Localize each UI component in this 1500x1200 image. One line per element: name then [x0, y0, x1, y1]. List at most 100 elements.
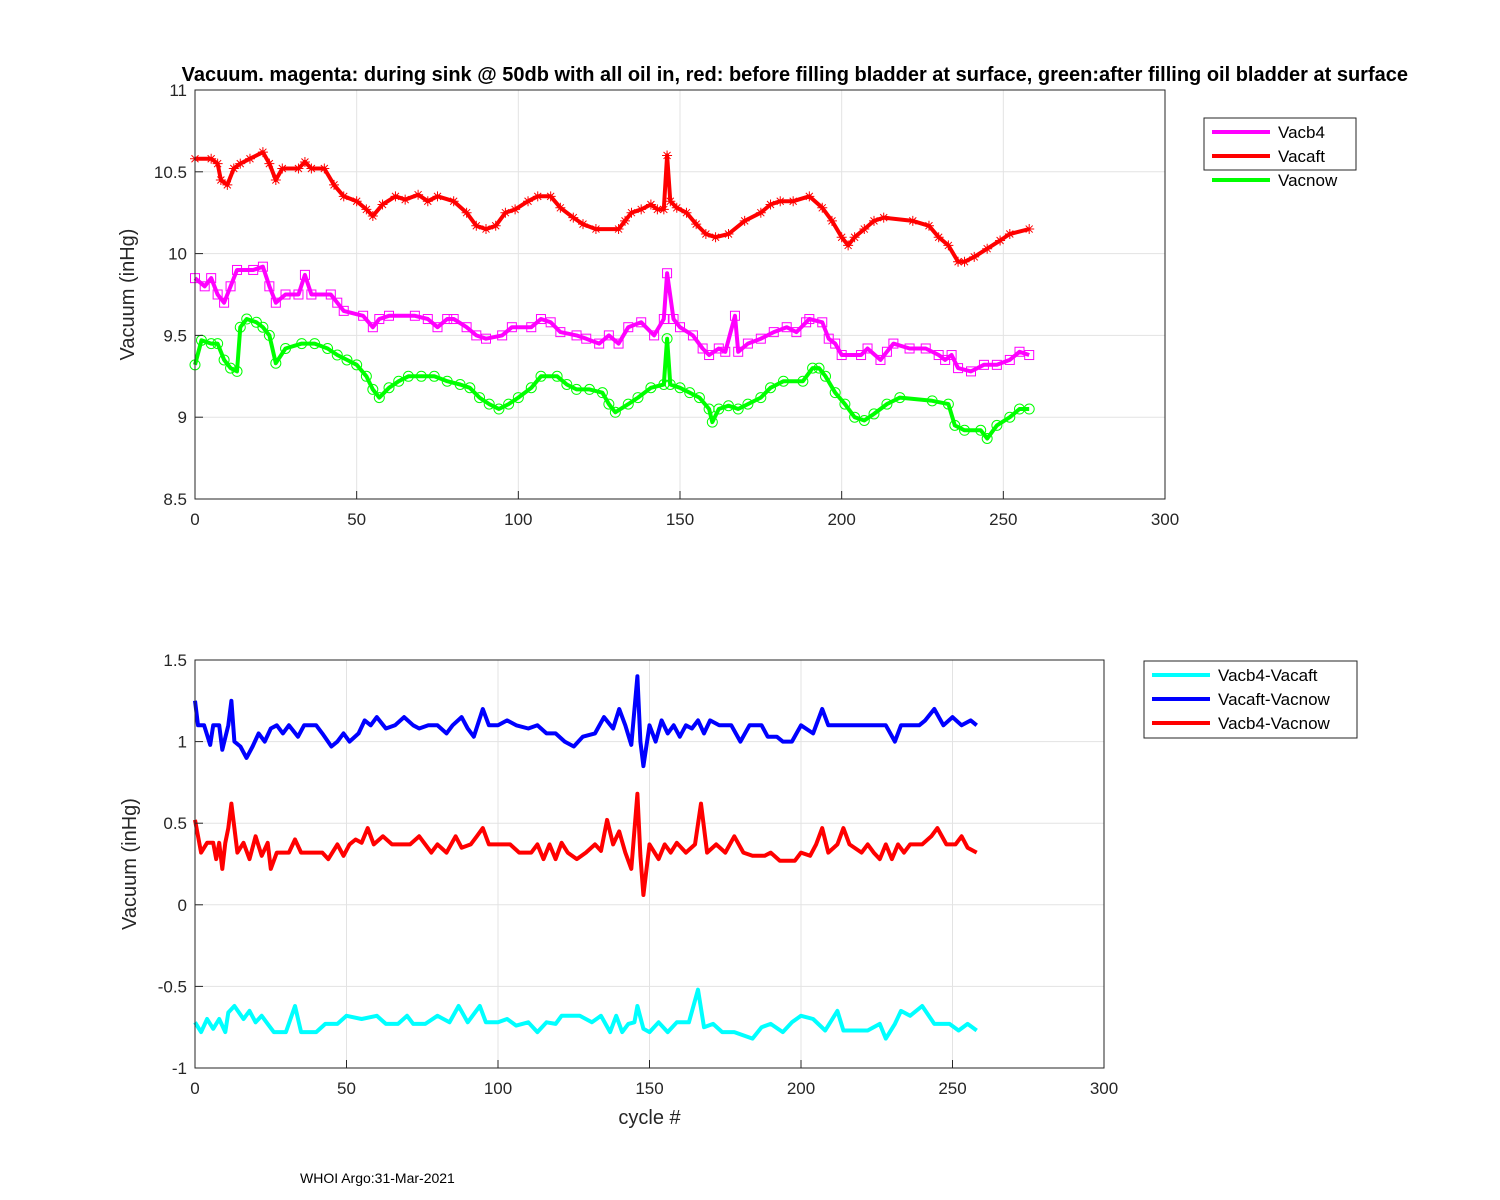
data-point [293, 163, 304, 174]
data-point [652, 204, 663, 215]
x-tick-label: 150 [666, 510, 694, 529]
data-point [826, 215, 837, 226]
data-point [319, 163, 330, 174]
data-point [755, 207, 766, 218]
data-point [723, 228, 734, 239]
data-point [535, 314, 546, 325]
data-point [791, 327, 802, 338]
data-point [645, 199, 656, 210]
data-point [739, 215, 750, 226]
data-point [523, 196, 534, 207]
data-point [622, 398, 634, 410]
y-tick-label: 11 [169, 81, 187, 100]
data-point [713, 343, 724, 354]
data-point [959, 256, 970, 267]
y-tick-label: 9 [178, 408, 187, 427]
bottom-chart: 0 50 100 150 200 250 300 -1 -0.5 0 0.5 1 1.5 Vacuum (… [119, 651, 1358, 1129]
data-point [367, 383, 379, 395]
data-point [551, 370, 563, 382]
data-point [693, 392, 705, 404]
data-point [888, 338, 899, 349]
data-point [836, 232, 847, 243]
data-point [280, 342, 292, 354]
data-point [704, 350, 715, 361]
data-point [590, 224, 601, 235]
data-point [270, 297, 281, 308]
data-point [742, 398, 754, 410]
data-point [768, 327, 779, 338]
data-point [697, 343, 708, 354]
data-point [257, 321, 269, 333]
data-point [817, 317, 828, 328]
data-point [432, 322, 443, 333]
data-point [943, 240, 954, 251]
data-point [662, 268, 673, 279]
data-point [578, 219, 588, 230]
data-point [777, 375, 789, 387]
legend-entry: Vacaft [1278, 147, 1325, 166]
data-point [665, 196, 676, 207]
data-point [658, 204, 669, 215]
data-point [270, 357, 282, 369]
data-point [332, 297, 343, 308]
data-point [765, 382, 777, 394]
data-point [723, 400, 734, 412]
data-point [978, 359, 989, 370]
data-point [995, 235, 1006, 246]
data-point [231, 365, 243, 377]
data-point [684, 387, 696, 399]
data-point [442, 314, 453, 325]
data-point [603, 398, 615, 410]
y-axis-label: Vacuum (inHg) [119, 798, 141, 930]
y-tick-label: 10.5 [154, 163, 187, 182]
x-tick-label: 100 [504, 510, 532, 529]
data-point [545, 191, 556, 202]
data-point [858, 414, 870, 426]
data-point [904, 343, 915, 354]
y-tick-label: 9.5 [163, 326, 187, 345]
x-tick-label: 100 [484, 1079, 512, 1098]
data-point [966, 366, 976, 377]
data-point [383, 382, 395, 394]
data-point [571, 330, 582, 341]
data-point [555, 327, 566, 338]
data-point [471, 330, 482, 341]
data-point [296, 338, 308, 350]
data-point [829, 387, 841, 399]
series-vacb4-vacnow [193, 791, 978, 897]
top-chart: 0 50 100 150 200 250 300 8.5 9 9.5 10 10.5 11 Vacuum … [117, 64, 1408, 529]
y-tick-label: 1.5 [163, 651, 187, 670]
data-point [755, 392, 767, 404]
data-point [843, 240, 854, 251]
data-point [636, 204, 647, 215]
data-point [981, 432, 993, 444]
data-point [923, 220, 934, 231]
x-tick-label: 200 [787, 1079, 815, 1098]
data-point [329, 179, 340, 190]
data-point [609, 406, 621, 418]
data-point [581, 333, 592, 344]
data-point [351, 359, 363, 371]
data-point [490, 220, 501, 231]
data-point [413, 189, 424, 200]
data-point [506, 322, 517, 333]
data-point [603, 330, 614, 341]
data-point [1004, 354, 1015, 365]
data-point [613, 338, 624, 349]
legend-entry: Vacaft-Vacnow [1218, 690, 1331, 709]
data-point [481, 333, 491, 344]
data-point [732, 403, 744, 415]
data-point [830, 338, 841, 349]
data-point [991, 419, 1003, 431]
data-point [441, 375, 453, 387]
data-point [594, 338, 605, 349]
series-markers [190, 147, 1035, 267]
data-point [991, 359, 1002, 370]
data-point [244, 153, 255, 164]
x-tick-label: 250 [989, 510, 1017, 529]
x-tick-label: 50 [337, 1079, 356, 1098]
x-tick-label: 300 [1090, 1079, 1118, 1098]
data-point [982, 243, 993, 254]
data-point [338, 305, 349, 316]
data-point [390, 191, 401, 202]
